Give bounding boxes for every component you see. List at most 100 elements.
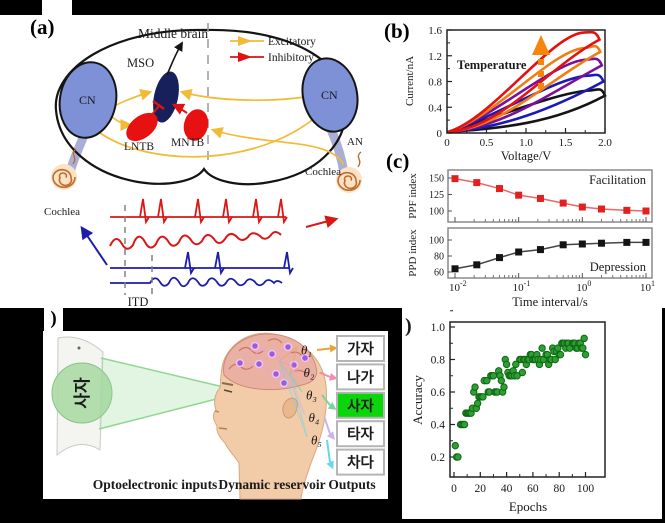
output-arrow-shaft	[323, 417, 331, 435]
data-point-square	[451, 265, 459, 273]
temperature-arrow-icon	[532, 35, 550, 55]
panel-e-background: ) 0 20 40 60 80 100 0.2 0.4 0.6 0.8 1.0 Accuracy E…	[402, 308, 662, 519]
x-axis-label: Epochs	[509, 499, 547, 514]
x-tick-label: 10-2	[449, 279, 467, 294]
y-axis-label: Current/nA	[404, 56, 416, 106]
reservoir-fan-line	[278, 360, 300, 371]
y-axis-label: Accuracy	[410, 375, 425, 425]
beam-edge-top	[100, 357, 233, 390]
panel-a-diagram: Middle brain Excitatory Inhibitory CN CN…	[44, 23, 363, 309]
y-tick-label: 0.4	[428, 102, 442, 114]
series-line	[454, 241, 646, 270]
x-tick-label: 40	[501, 483, 513, 495]
legend-inhibitory-label: Inhibitory	[268, 52, 314, 64]
y-tick-label: 1.2	[428, 51, 442, 63]
ppf-frame	[447, 169, 653, 223]
x-tick-label: 80	[553, 483, 565, 495]
data-point-square	[578, 203, 586, 211]
output-word-label: 가자	[347, 341, 374, 358]
panel-e-label: )	[405, 315, 412, 337]
reservoir-fan-line	[289, 372, 306, 415]
output-word-label: 사자	[347, 398, 374, 415]
output-arrow-head	[329, 344, 338, 353]
data-point-square	[496, 185, 504, 193]
scatter-point	[579, 344, 587, 352]
cochlea-left-label: Cochlea	[44, 206, 80, 218]
cn-left-nucleus	[58, 61, 118, 139]
output-word-label: 나가	[347, 369, 374, 386]
output-arrow-shaft	[316, 347, 331, 351]
output-arrow-shaft	[321, 394, 331, 406]
inhibitory-arrow-icon	[238, 52, 252, 62]
reservoir-nodes	[235, 341, 310, 388]
output-word-box	[336, 363, 385, 391]
scatter-point	[497, 376, 506, 385]
data-point-square	[536, 194, 544, 202]
nostril-icon	[214, 410, 220, 413]
y-tick-label: 125	[429, 190, 444, 201]
y-tick-label: 0.8	[431, 355, 446, 367]
mso-label: MSO	[127, 56, 154, 70]
y-tick-label: 100	[429, 207, 444, 218]
excitatory-arrow-icon	[238, 36, 252, 46]
y-tick-label: 0	[437, 128, 443, 140]
inhibitory-connections	[149, 99, 188, 118]
left-ear-signal	[80, 225, 294, 288]
iv-loops	[446, 30, 607, 134]
panel-d-background: 사자 θ₁ 가자 θ₂ 나가 θ₃ 사자 θ₄ 타자 θ₅ 차다	[43, 331, 388, 500]
data-point-square	[473, 179, 481, 187]
scatter-point	[580, 334, 588, 343]
data-point-square	[473, 261, 481, 269]
legend-excitatory-label: Excitatory	[268, 36, 316, 48]
data-point-square	[642, 238, 650, 246]
y-tick-label: 80	[434, 252, 444, 263]
output-arrow-head	[329, 373, 338, 381]
mntb-label: MNTB	[171, 137, 205, 149]
scatter-point	[502, 360, 511, 369]
eye-icon	[223, 389, 233, 393]
theta-weight-label: θ₃	[306, 388, 317, 403]
theta-weight-label: θ₂	[304, 365, 315, 380]
scatter-point	[489, 372, 498, 380]
lntb-label: LNTB	[124, 141, 154, 153]
y-tick-label: 0.2	[431, 452, 446, 464]
data-point-square	[642, 207, 650, 215]
scatter-point	[518, 368, 527, 377]
panel-c-chart: 100 125 150 60 80 100 10-2 10-1 100 101 Facilitat…	[407, 169, 655, 309]
data-point-square	[559, 241, 567, 249]
x-tick-label: 0	[451, 483, 457, 495]
data-point-square	[536, 246, 544, 254]
sheet-pin-icon	[77, 346, 81, 350]
data-point-square	[578, 240, 586, 248]
x-axis-label: Time interval/s	[512, 295, 588, 309]
scatter-point	[473, 399, 482, 408]
reservoir-fan-line	[289, 372, 308, 438]
iv-loop	[446, 44, 602, 134]
facilitation-annotation: Facilitation	[589, 173, 647, 187]
an-label: AN	[347, 136, 363, 148]
scatter-point	[460, 420, 469, 429]
x-tick-label: 1.5	[559, 137, 573, 149]
x-tick-label: 1.0	[519, 137, 533, 149]
scatter-point	[581, 350, 590, 359]
output-word-box	[336, 420, 385, 448]
x-tick-label: 0	[444, 137, 450, 149]
panel-d-diagram: 사자 θ₁ 가자 θ₂ 나가 θ₃ 사자 θ₄ 타자 θ₅ 차다	[51, 332, 385, 500]
iv-loop	[446, 88, 607, 134]
middle-brain-label: Middle brain	[138, 26, 208, 41]
reservoir-fan-line	[278, 346, 298, 362]
caption-outputs: Outputs	[328, 477, 375, 492]
output-arrow-shaft	[326, 439, 331, 463]
output-word-label: 차다	[347, 455, 374, 472]
cn-left-label: CN	[79, 93, 96, 107]
data-point-square	[515, 248, 523, 256]
eyebrow-icon	[221, 382, 234, 386]
y-tick-label: 1.0	[431, 322, 446, 334]
itd-label: ITD	[128, 295, 149, 309]
y-tick-label: 150	[429, 174, 444, 185]
panel-b-label: (b)	[384, 19, 410, 43]
data-point-square	[623, 206, 631, 214]
data-point-square	[515, 191, 523, 199]
scatter-point	[451, 441, 460, 450]
